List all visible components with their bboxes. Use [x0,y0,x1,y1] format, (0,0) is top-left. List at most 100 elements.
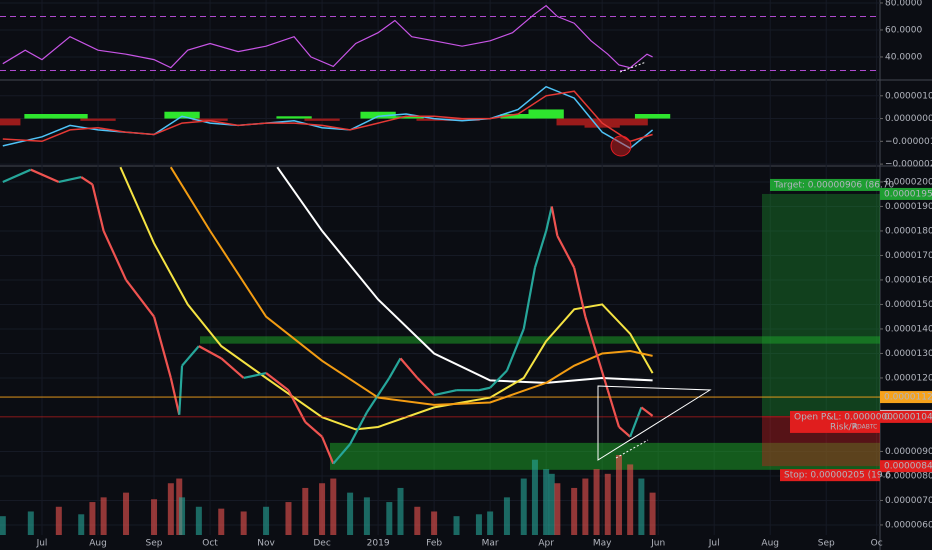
risk-text: Risk/R [830,422,858,432]
volume-bar [55,506,62,535]
price-label-box [880,391,932,404]
triangle-drawing [597,385,712,461]
y-tick-label: 60.0000 [885,25,922,35]
volume-bar [593,469,600,535]
y-tick-label: −0.00000200 [885,160,932,170]
price-segment [584,316,598,354]
price-label-box [880,187,932,200]
x-tick-label: May [593,539,612,549]
volume-bar [487,511,494,535]
x-tick-label: Jun [650,539,665,549]
volume-bar [151,499,158,535]
volume-bar [554,483,561,535]
price-segment [220,357,245,379]
price-segment [58,175,82,184]
x-tick-label: Mar [482,539,499,549]
support-zone [330,442,880,470]
price-segment [198,345,222,360]
price-segment [640,406,654,417]
price-label-box [880,410,932,423]
price-segment [416,377,435,396]
histogram-bar [500,114,536,119]
price-segment [505,328,525,372]
volume-bar [195,506,202,535]
histogram-bar [52,114,88,119]
volume-bar [302,487,309,535]
moving-average [276,166,653,384]
volume-bar [123,492,130,535]
histogram-bar [0,118,21,126]
price-segment [595,353,609,391]
price-segment [321,436,335,465]
histogram-bar [612,118,648,126]
pnl-box [790,410,880,433]
volume-bar [604,473,611,535]
price-segment [243,371,267,380]
histogram-bar [304,118,340,121]
price-label: 0.00000840 [884,462,932,472]
volume-bar [179,497,186,535]
volume-bar [638,478,645,535]
x-tick-label: Aug [89,539,107,549]
volume-bar [431,511,438,535]
price-segment [388,357,402,379]
volume-bar [520,478,527,535]
price-segment [349,411,368,445]
volume-bar [330,478,337,535]
volume-bar [386,502,393,535]
stop-box [780,469,880,482]
volume-bar [649,492,656,535]
price-segment [550,206,559,237]
price-segment [181,345,200,367]
histogram-bar [24,114,60,119]
price-segment [102,230,128,281]
price-segment [573,267,587,317]
price-segment [304,421,323,438]
histogram-bar [192,118,228,121]
support-zone [200,336,880,344]
price-segment [618,426,631,438]
x-tick-label: Aug [761,539,779,549]
price-label: 0.00001041 [884,412,932,422]
volume-bar [615,455,622,535]
volume-bar [27,511,34,535]
y-tick-label: 80.0000 [885,0,922,8]
volume-bar [89,502,96,535]
highlight-circle [610,135,632,157]
volume-bar [218,508,225,535]
rsi-line [2,4,653,69]
price-segment [629,406,643,438]
x-tick-label: Apr [538,539,554,549]
volume-bar [582,478,589,535]
volume-bar [78,514,85,535]
x-tick-label: Sep [146,539,163,549]
price-segment [265,372,290,392]
price-segment [489,369,508,389]
target-area [762,193,880,416]
x-tick-label: Nov [257,539,275,549]
price-segment [80,176,94,186]
x-tick-label: Jul [708,539,720,549]
histogram-bar [360,111,396,119]
price-segment [433,389,457,397]
price-label: 0.00001951 [884,189,932,199]
price-label: 0.00001122 [884,393,932,403]
price-segment [178,365,184,415]
volume-bar [414,506,421,535]
volume-bar [167,483,174,535]
volume-bar [571,487,578,535]
price-segment [332,443,351,465]
volume-bar [475,514,482,535]
x-tick-label: Dec [313,539,330,549]
price-segment [556,235,576,269]
histogram-bar [556,118,592,126]
symbol-text: ADABTC [853,423,877,430]
